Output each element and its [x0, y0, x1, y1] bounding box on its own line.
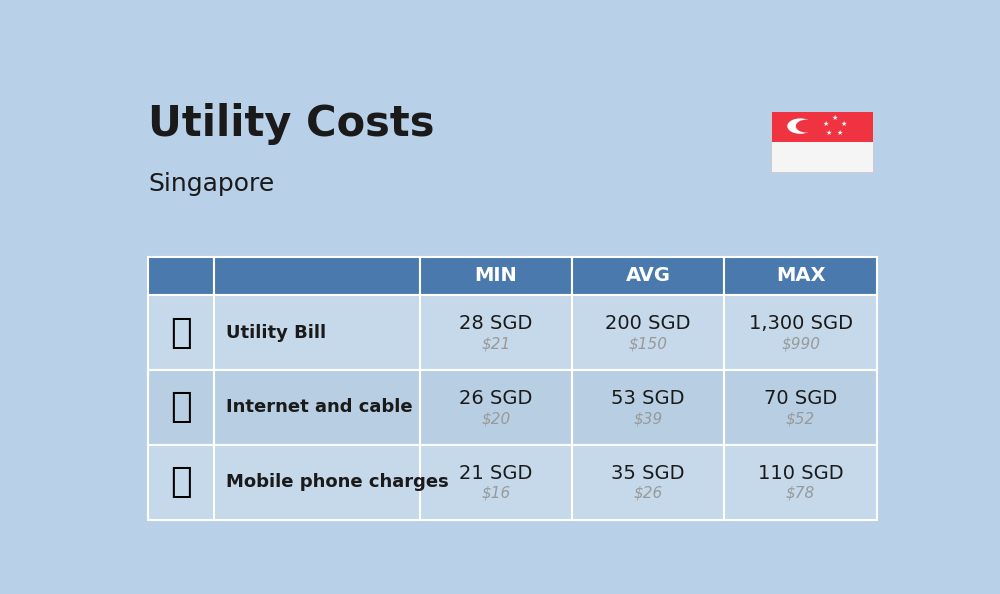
Text: 🔌: 🔌: [170, 316, 192, 350]
Bar: [724, 257, 877, 295]
Text: 110 SGD: 110 SGD: [758, 464, 843, 483]
Bar: [572, 445, 724, 520]
Bar: [214, 257, 420, 295]
Text: $78: $78: [786, 486, 815, 501]
Text: ★: ★: [826, 129, 832, 135]
Text: Mobile phone charges: Mobile phone charges: [226, 473, 448, 491]
Bar: [214, 445, 420, 520]
Bar: [214, 295, 420, 370]
Text: $16: $16: [481, 486, 510, 501]
Text: ★: ★: [841, 121, 847, 127]
Text: $52: $52: [786, 411, 815, 426]
Text: $26: $26: [634, 486, 663, 501]
Text: 21 SGD: 21 SGD: [459, 464, 532, 483]
Text: 📡: 📡: [170, 390, 192, 425]
Bar: [148, 445, 214, 520]
Text: $150: $150: [629, 336, 668, 352]
Bar: [148, 295, 214, 370]
Text: ★: ★: [822, 121, 829, 127]
Circle shape: [787, 118, 813, 134]
Bar: [420, 295, 572, 370]
Bar: [772, 142, 873, 172]
Bar: [724, 295, 877, 370]
Text: 70 SGD: 70 SGD: [764, 389, 837, 408]
Text: 53 SGD: 53 SGD: [611, 389, 685, 408]
Text: MAX: MAX: [776, 267, 825, 286]
Text: Utility Bill: Utility Bill: [226, 324, 326, 342]
Bar: [148, 370, 214, 445]
Bar: [420, 370, 572, 445]
Text: $21: $21: [481, 336, 510, 352]
Circle shape: [796, 119, 818, 132]
Text: Singapore: Singapore: [148, 172, 274, 196]
Text: $20: $20: [481, 411, 510, 426]
Text: Utility Costs: Utility Costs: [148, 103, 435, 146]
Text: $39: $39: [634, 411, 663, 426]
Bar: [572, 295, 724, 370]
Text: MIN: MIN: [474, 267, 517, 286]
Bar: [572, 257, 724, 295]
Bar: [214, 370, 420, 445]
Bar: [572, 370, 724, 445]
Bar: [724, 370, 877, 445]
Text: $990: $990: [781, 336, 820, 352]
Text: 📱: 📱: [170, 465, 192, 499]
Text: 1,300 SGD: 1,300 SGD: [749, 314, 853, 333]
Text: 35 SGD: 35 SGD: [611, 464, 685, 483]
Text: 200 SGD: 200 SGD: [605, 314, 691, 333]
Text: ★: ★: [831, 115, 838, 121]
Bar: [148, 257, 214, 295]
Text: AVG: AVG: [626, 267, 671, 286]
Text: 26 SGD: 26 SGD: [459, 389, 532, 408]
Bar: [420, 445, 572, 520]
Bar: [772, 112, 873, 142]
Bar: [771, 112, 874, 173]
Text: 28 SGD: 28 SGD: [459, 314, 532, 333]
Text: ★: ★: [837, 129, 843, 135]
Bar: [420, 257, 572, 295]
Bar: [724, 445, 877, 520]
Text: Internet and cable: Internet and cable: [226, 399, 412, 416]
